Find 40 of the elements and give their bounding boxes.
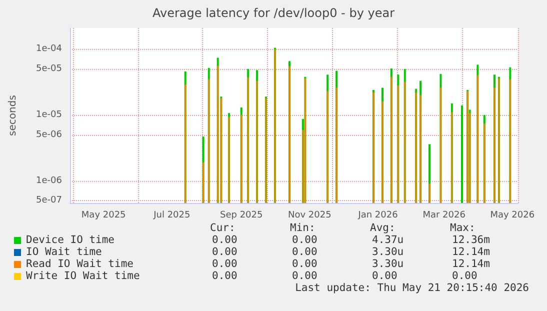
text: Avg: — [370, 222, 396, 234]
text: 0.00 — [212, 234, 238, 246]
chart-title: Average latency for /dev/loop0 - by year — [152, 6, 395, 20]
text: 12.36m — [452, 234, 490, 246]
y-tick-label: 5e-07 — [36, 196, 62, 206]
text: 0.00 — [292, 258, 318, 270]
y-tick-label: 1e-06 — [36, 176, 62, 186]
legend-label: Read IO Wait time — [26, 258, 134, 270]
legend-label: IO Wait time — [26, 246, 102, 258]
x-tick-label: May 2025 — [81, 210, 126, 220]
y-tick-label: 5e-05 — [36, 64, 62, 74]
text: 0.00 — [212, 270, 238, 282]
text: 3.30u — [372, 258, 404, 270]
legend-label: Device IO time — [26, 234, 115, 246]
text: 0.00 — [452, 270, 478, 282]
text: 0.00 — [212, 258, 238, 270]
text: 0.00 — [292, 246, 318, 258]
text: Max: — [450, 222, 476, 234]
text: 0.00 — [292, 270, 318, 282]
text: 12.14m — [452, 258, 490, 270]
y-axis-title: seconds — [8, 95, 18, 136]
text: 0.00 — [372, 270, 398, 282]
x-tick-label: Jul 2025 — [152, 210, 190, 220]
text: 4.37u — [372, 234, 404, 246]
x-tick-label: Jan 2026 — [357, 210, 398, 220]
x-tick-label: Mar 2026 — [422, 210, 466, 220]
text: 0.00 — [212, 246, 238, 258]
x-tick-label: May 2026 — [490, 210, 535, 220]
x-tick-label: Sep 2025 — [220, 210, 263, 220]
x-tick-label: Nov 2025 — [288, 210, 332, 220]
y-tick-label: 5e-06 — [36, 130, 62, 140]
text: Cur: — [210, 222, 236, 234]
y-tick-label: 1e-05 — [36, 110, 62, 120]
y-tick-label: 1e-04 — [36, 44, 62, 54]
text: Last update: Thu May 21 20:15:40 2026 — [295, 282, 529, 294]
text: 12.14m — [452, 246, 490, 258]
text: Min: — [290, 222, 316, 234]
text: 0.00 — [292, 234, 318, 246]
text: 3.30u — [372, 246, 404, 258]
legend-label: Write IO Wait time — [26, 270, 140, 282]
